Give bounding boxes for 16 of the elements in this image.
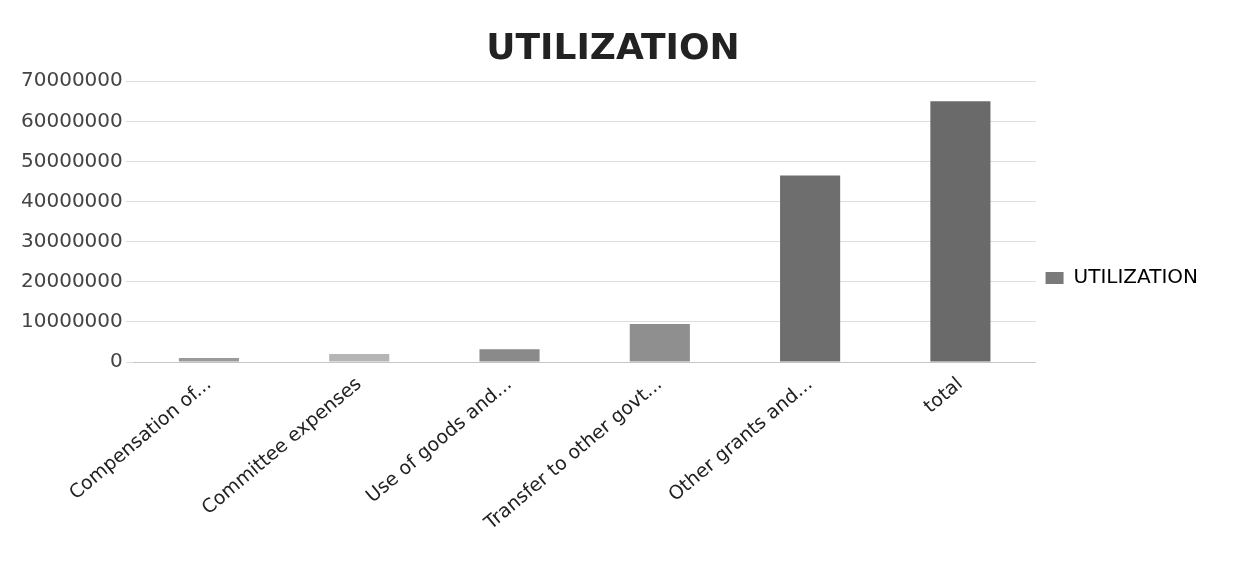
y-tick-label: 20000000 — [21, 268, 123, 293]
bar — [329, 354, 390, 362]
bar — [479, 349, 540, 362]
y-tick-label: 50000000 — [21, 147, 123, 172]
y-tick-label: 60000000 — [21, 107, 123, 132]
y-tick-label: 0 — [110, 348, 123, 373]
y-tick-label: 30000000 — [21, 227, 123, 252]
y-tick-label: 10000000 — [21, 308, 123, 333]
bar — [930, 101, 991, 362]
bar — [629, 323, 690, 362]
bar — [178, 358, 239, 362]
chart-title: UTILIZATION — [486, 25, 740, 67]
y-tick-label: 70000000 — [21, 67, 123, 92]
legend-label: UTILIZATION — [1073, 264, 1199, 289]
y-tick-label: 40000000 — [21, 187, 123, 212]
bar — [780, 175, 841, 362]
